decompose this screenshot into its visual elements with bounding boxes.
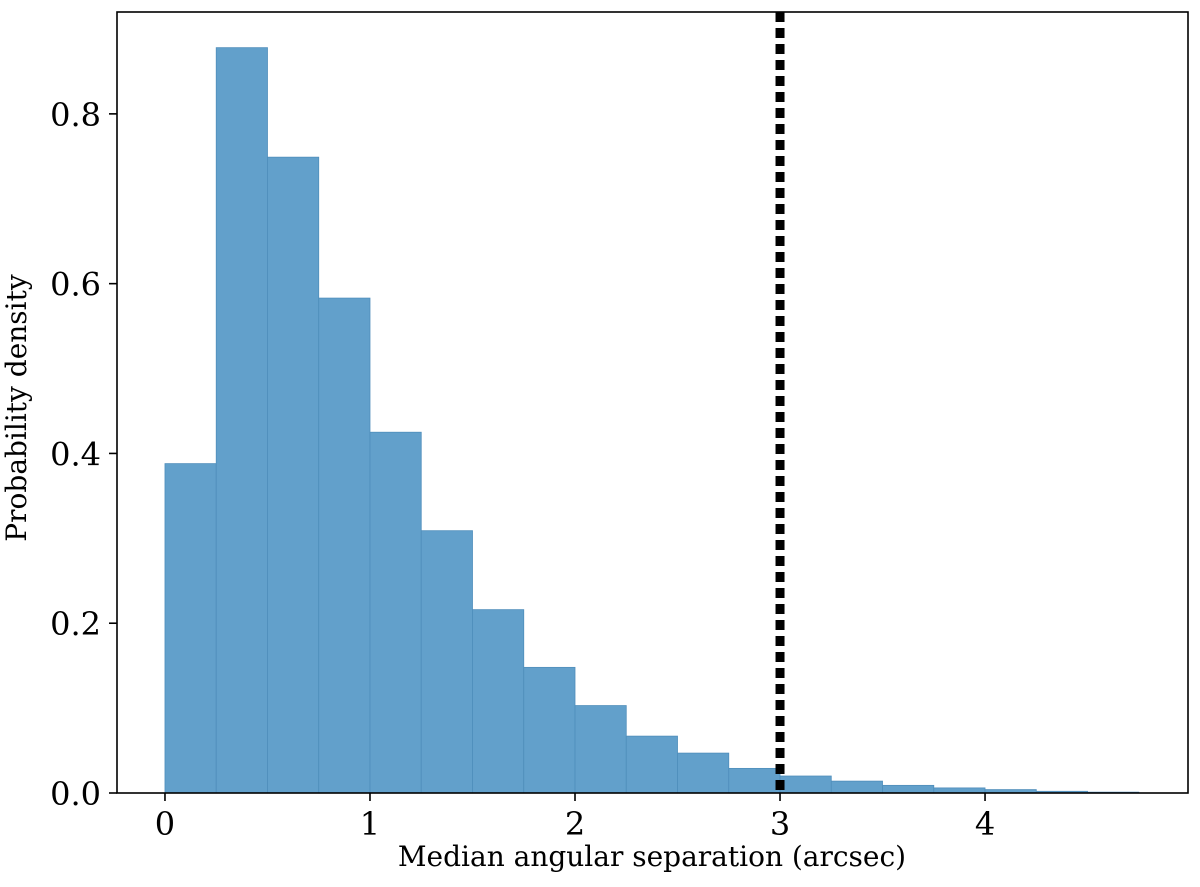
y-tick-label: 0.4 (50, 435, 101, 473)
bar (472, 609, 525, 794)
bar (369, 431, 422, 794)
y-tick-label: 0.2 (50, 605, 101, 643)
bar (318, 297, 371, 794)
x-tick-label: 1 (360, 805, 380, 843)
bar (523, 666, 576, 794)
x-tick-label: 2 (565, 805, 585, 843)
x-tick-label: 3 (770, 805, 790, 843)
y-axis-label: Probability density (0, 274, 33, 542)
y-tick-label: 0.8 (50, 96, 101, 134)
bar (215, 47, 268, 794)
x-axis-label: Median angular separation (arcsec) (398, 840, 906, 873)
bar (882, 784, 935, 794)
y-tick-label: 0.6 (50, 266, 101, 304)
x-tick-label: 0 (155, 805, 175, 843)
bar (677, 752, 730, 794)
bar (164, 463, 217, 794)
y-tick-label: 0.0 (50, 775, 101, 813)
bar (574, 705, 627, 794)
x-tick-label: 4 (975, 805, 995, 843)
bar (728, 767, 781, 794)
bar (267, 156, 320, 794)
bar (779, 775, 832, 794)
bar (830, 780, 883, 794)
bar (625, 735, 678, 794)
bar (420, 530, 473, 794)
axes-frame (116, 11, 1189, 794)
